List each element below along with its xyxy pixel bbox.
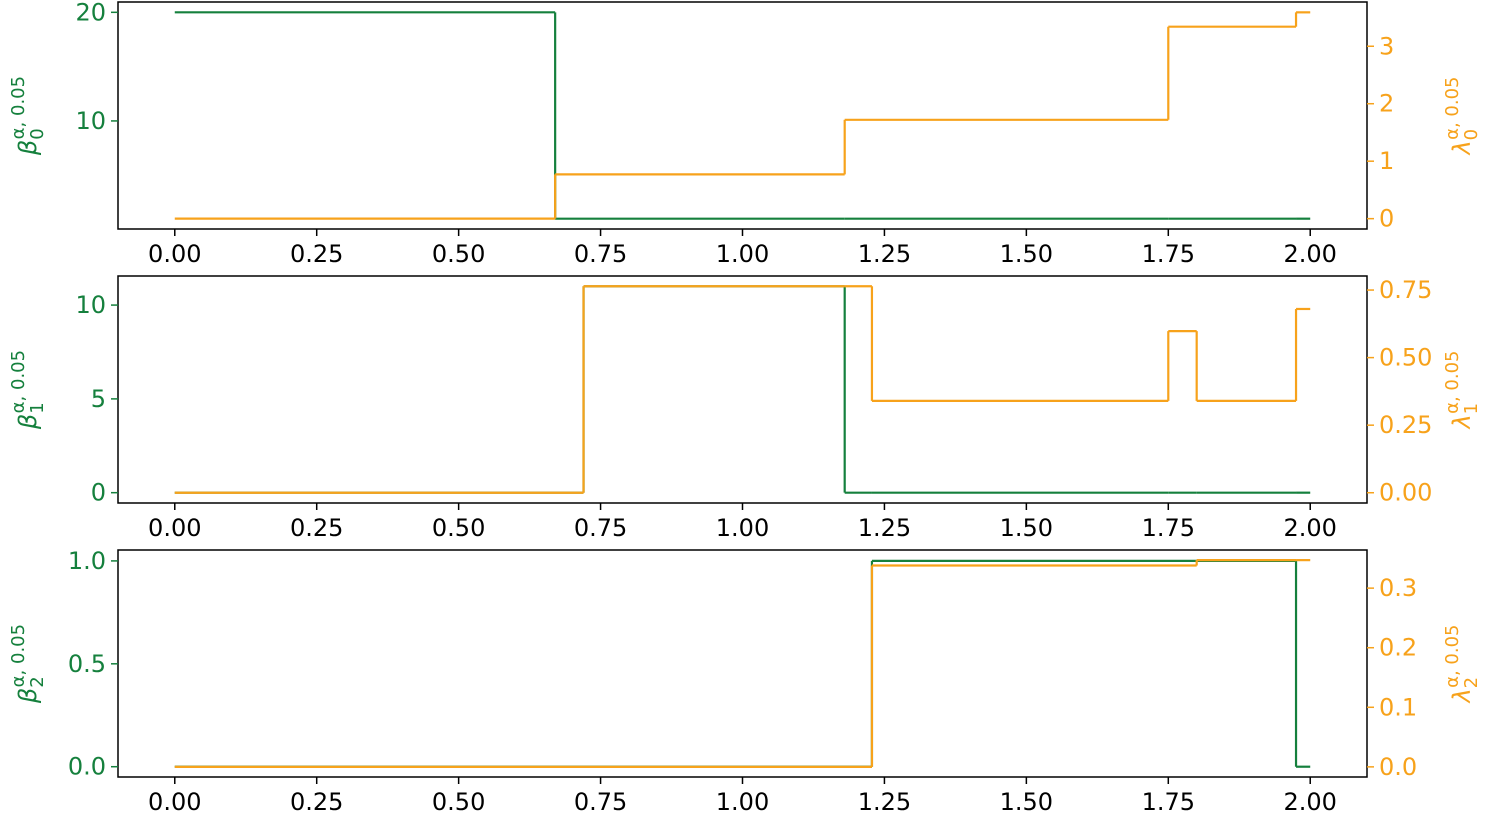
y-tick-label: 0.0 <box>68 753 106 781</box>
y-tick-label: 10 <box>75 291 106 319</box>
axis-label: β0α, 0.05 <box>8 76 48 156</box>
label-superscript: α, 0.05 <box>1442 350 1463 413</box>
x-tick-label: 0.50 <box>432 240 485 268</box>
x-tick-label: 1.00 <box>716 514 769 542</box>
x-tick-label: 1.50 <box>1000 514 1053 542</box>
x-tick-label: 1.25 <box>858 788 911 816</box>
y-tick-label: 1.0 <box>68 547 106 575</box>
x-tick-label: 2.00 <box>1284 788 1337 816</box>
axes-frame <box>117 1 1368 230</box>
label-symbol: β <box>14 414 42 430</box>
y-tick-label: 0 <box>91 479 106 507</box>
label-subscript: 0 <box>1461 129 1482 140</box>
y2-tick-label: 0.50 <box>1379 344 1432 372</box>
axis-label: β1α, 0.05 <box>8 350 48 430</box>
axes-frame <box>117 275 1368 504</box>
x-tick-label: 0.75 <box>574 514 627 542</box>
y2-tick-label: 1 <box>1379 147 1394 175</box>
x-tick-label: 0.00 <box>148 240 201 268</box>
label-superscript: α, 0.05 <box>8 350 29 413</box>
x-tick-label: 2.00 <box>1284 240 1337 268</box>
axis-label: λ0α, 0.05 <box>1442 76 1482 156</box>
y2-tick-label: 0.1 <box>1379 693 1417 721</box>
y2-tick-label: 0 <box>1379 205 1394 233</box>
x-tick-label: 0.50 <box>432 788 485 816</box>
x-tick-label: 1.50 <box>1000 788 1053 816</box>
y2-tick-label: 0.25 <box>1379 411 1432 439</box>
axis-label: λ1α, 0.05 <box>1442 350 1482 430</box>
y-tick-label: 5 <box>91 385 106 413</box>
label-superscript: α, 0.05 <box>1442 624 1463 687</box>
label-symbol: β <box>14 140 42 156</box>
label-superscript: α, 0.05 <box>1442 76 1463 139</box>
x-tick-label: 1.75 <box>1142 514 1195 542</box>
y-tick-label: 20 <box>75 0 106 26</box>
x-tick-label: 1.25 <box>858 514 911 542</box>
y2-tick-label: 0.3 <box>1379 574 1417 602</box>
label-symbol: λ <box>1448 140 1476 156</box>
y2-tick-label: 2 <box>1379 90 1394 118</box>
label-subscript: 0 <box>27 128 48 139</box>
x-tick-label: 1.00 <box>716 788 769 816</box>
y2-tick-label: 0.0 <box>1379 753 1417 781</box>
y2-tick-label: 0.00 <box>1379 479 1432 507</box>
label-symbol: λ <box>1448 688 1476 704</box>
label-subscript: 2 <box>1461 677 1482 688</box>
x-tick-label: 0.00 <box>148 788 201 816</box>
label-subscript: 1 <box>1461 403 1482 414</box>
label-symbol: λ <box>1448 414 1476 430</box>
x-tick-label: 1.75 <box>1142 240 1195 268</box>
x-tick-label: 0.00 <box>148 514 201 542</box>
y-tick-label: 0.5 <box>68 650 106 678</box>
x-tick-label: 2.00 <box>1284 514 1337 542</box>
x-tick-label: 1.75 <box>1142 788 1195 816</box>
x-tick-label: 0.50 <box>432 514 485 542</box>
axis-label: β2α, 0.05 <box>8 624 48 704</box>
label-subscript: 1 <box>27 402 48 413</box>
label-superscript: α, 0.05 <box>8 76 29 139</box>
x-tick-label: 0.75 <box>574 240 627 268</box>
label-symbol: β <box>14 688 42 704</box>
y-tick-label: 10 <box>75 107 106 135</box>
y2-tick-label: 3 <box>1379 32 1394 60</box>
label-superscript: α, 0.05 <box>8 624 29 687</box>
y2-tick-label: 0.2 <box>1379 634 1417 662</box>
x-tick-label: 0.25 <box>290 240 343 268</box>
x-tick-label: 0.75 <box>574 788 627 816</box>
label-subscript: 2 <box>27 676 48 687</box>
x-tick-label: 1.25 <box>858 240 911 268</box>
x-tick-label: 1.00 <box>716 240 769 268</box>
axis-label: λ2α, 0.05 <box>1442 624 1482 704</box>
x-tick-label: 0.25 <box>290 788 343 816</box>
y2-tick-label: 0.75 <box>1379 276 1432 304</box>
x-tick-label: 1.50 <box>1000 240 1053 268</box>
axes-frame <box>117 549 1368 778</box>
x-tick-label: 0.25 <box>290 514 343 542</box>
